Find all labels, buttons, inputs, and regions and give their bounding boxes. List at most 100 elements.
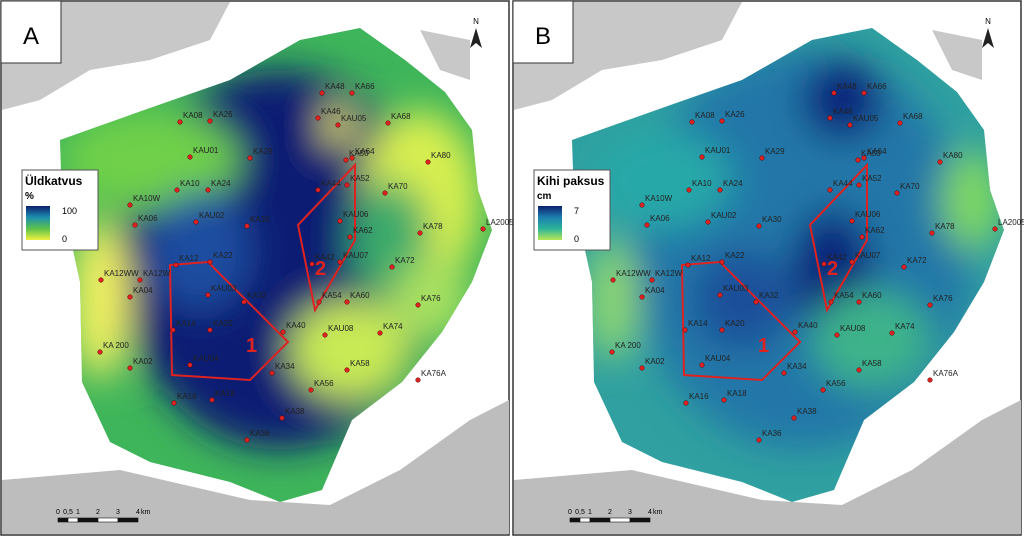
area-label: 1 [758,335,769,357]
north-label: N [473,17,479,26]
station-label: KAU04 [705,354,731,363]
station-label: KA22 [725,251,745,260]
station-point [425,159,431,165]
station-label: KA12 [179,254,199,263]
station-point [244,437,250,443]
station-point [389,264,395,270]
station-label: KAU01 [705,146,731,155]
station-label: KA70 [900,182,920,191]
station-label: KA80 [431,151,451,160]
station-point [927,302,933,308]
station-point [193,219,199,225]
station-label: KA29 [765,147,785,156]
station-point [279,415,285,421]
station-label: KA72 [907,256,927,265]
station-point [610,277,616,283]
station-label: KA64 [867,147,887,156]
raster-blob [802,60,882,140]
station-point [719,118,725,124]
station-point [859,234,865,240]
panel-label: B [535,23,551,50]
station-point [831,90,837,96]
station-point [417,230,423,236]
raster-blob [592,130,732,230]
station-point [992,226,998,232]
station-label: KA52 [350,174,370,183]
scale-unit: km [653,509,663,516]
station-label: LA2005A [486,218,520,227]
station-point [187,362,193,368]
station-label: KA42 [827,253,847,262]
station-label: KA68 [391,112,411,121]
station-point [315,187,321,193]
station-point [849,259,855,265]
station-point [855,157,861,163]
station-label: KA16 [689,392,709,401]
station-point [205,292,211,298]
station-label: KA12 [691,254,711,263]
station-label: KA68 [903,112,923,121]
station-point [686,187,692,193]
station-point [244,223,250,229]
station-label: KA36 [762,429,782,438]
station-point [820,387,826,393]
station-point [343,157,349,163]
station-point [269,370,275,376]
station-point [685,262,691,268]
station-label: KA52 [862,174,882,183]
station-label: KA18 [727,389,747,398]
station-label: KA12W [143,269,171,278]
scale-label: 4 [648,509,652,516]
station-point [385,120,391,126]
station-label: KA44 [833,179,853,188]
legend-max: 100 [62,206,77,216]
station-point [335,122,341,128]
station-label: KAU03 [211,284,237,293]
station-label: KA24 [723,179,743,188]
scale-segment [629,517,651,523]
station-point [415,377,421,383]
station-point [759,155,765,161]
area-label: 1 [246,335,257,357]
station-label: KAU05 [853,114,879,123]
study-area [296,162,356,313]
panel-label-box [512,0,574,64]
scale-label: 3 [628,509,632,516]
station-point [480,226,486,232]
station-point [207,118,213,124]
station-point [756,437,762,443]
station-label: KA76A [933,369,959,378]
station-label: KAU07 [855,251,881,260]
area-label: 2 [315,258,326,280]
area-label: 2 [827,258,838,280]
station-label: KA10 [180,179,200,188]
station-point [821,261,827,267]
legend-title: Kihi paksus [537,174,605,188]
station-point [937,159,943,165]
station-label: KA32 [759,291,779,300]
station-label: KA12WW [616,269,651,278]
station-point [901,264,907,270]
station-label: KA58 [350,359,370,368]
station-label: KA34 [275,362,295,371]
scale-label: 2 [608,509,612,516]
station-point [98,277,104,283]
station-point [309,261,315,267]
station-point [849,218,855,224]
station-label: KAU08 [840,324,866,333]
station-label: KA48 [837,82,857,91]
station-label: KA76 [933,294,953,303]
station-point [861,90,867,96]
station-label: KA56 [314,379,334,388]
station-label: KAU02 [199,211,225,220]
scale-label: 2 [96,509,100,516]
station-label: KA04 [133,286,153,295]
station-label: KA74 [895,322,915,331]
station-label: KAU08 [328,324,354,333]
station-point [337,259,343,265]
station-label: KAU07 [343,251,369,260]
station-label: KA66 [867,82,887,91]
station-point [415,302,421,308]
station-point [927,377,933,383]
station-point [205,187,211,193]
